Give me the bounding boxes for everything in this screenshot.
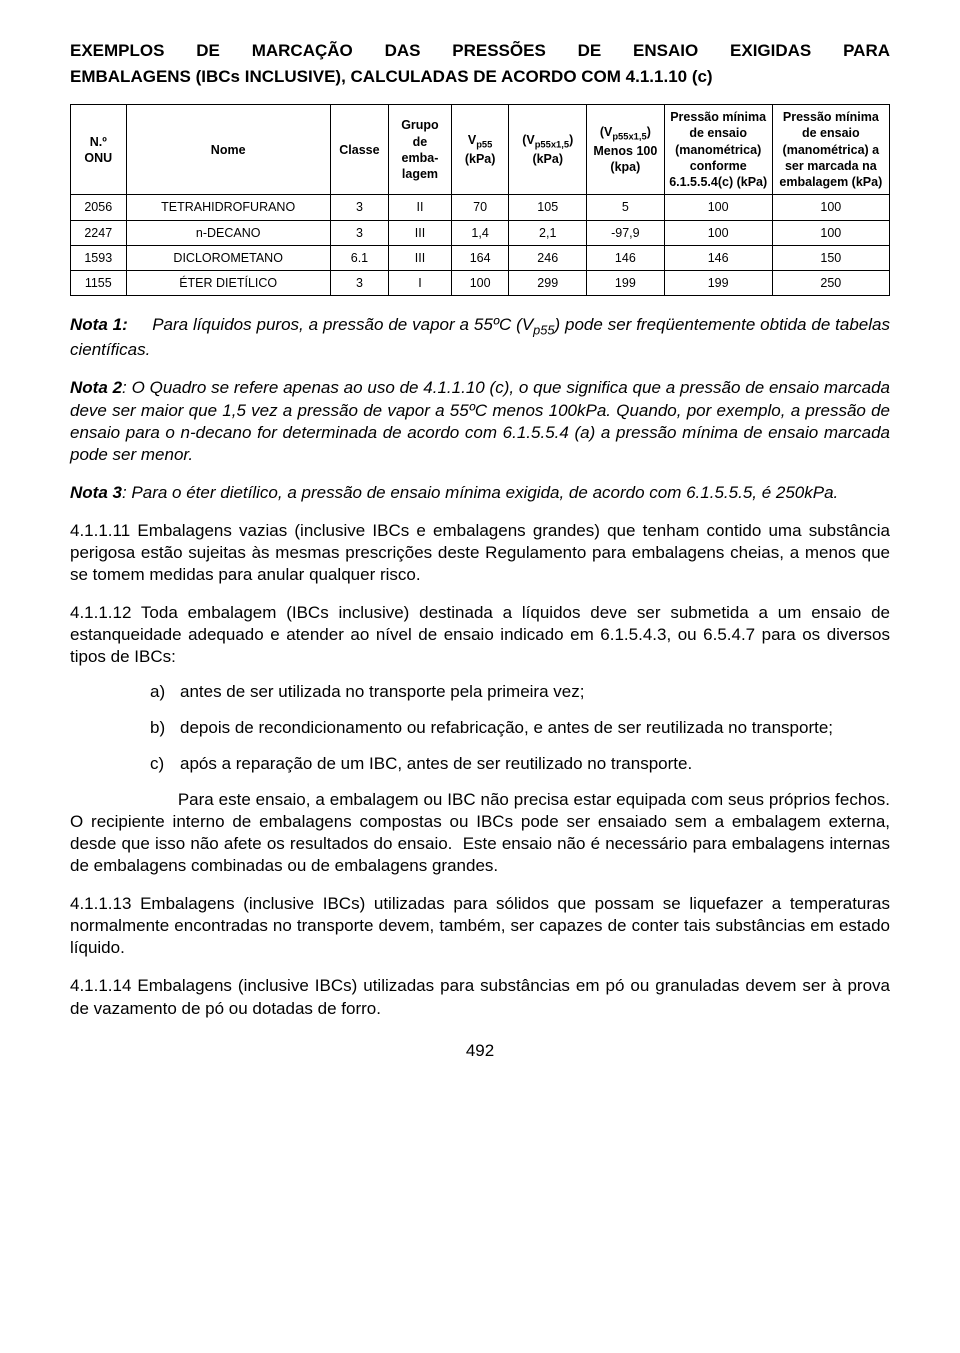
vp55m-pre: (V <box>600 125 613 139</box>
nota-1: Nota 1: Para líquidos puros, a pressão d… <box>70 314 890 361</box>
cell: 146 <box>587 245 665 270</box>
para-after-list: Para este ensaio, a embalagem ou IBC não… <box>70 789 890 877</box>
cell: 2056 <box>71 195 127 220</box>
col-grupo: Grupo de emba-lagem <box>389 105 452 195</box>
cell: III <box>389 245 452 270</box>
vp55m-sub: p55x1,5 <box>612 132 646 142</box>
nota1-sub: p55 <box>533 323 554 338</box>
pressure-table: N.º ONU Nome Classe Grupo de emba-lagem … <box>70 104 890 296</box>
table-row: 1593 DICLOROMETANO 6.1 III 164 246 146 1… <box>71 245 890 270</box>
nota2-text: : O Quadro se refere apenas ao uso de 4.… <box>70 378 890 463</box>
list-text: depois de recondicionamento ou refabrica… <box>180 717 890 739</box>
cell: II <box>389 195 452 220</box>
cell: 100 <box>451 271 509 296</box>
nota-3: Nota 3: Para o éter dietílico, a pressão… <box>70 482 890 504</box>
cell: -97,9 <box>587 220 665 245</box>
table-header-row: N.º ONU Nome Classe Grupo de emba-lagem … <box>71 105 890 195</box>
vp55-sub: p55 <box>476 140 492 150</box>
page-number: 492 <box>70 1040 890 1062</box>
cell: 146 <box>664 245 772 270</box>
list-letter: a) <box>70 681 180 703</box>
cell: 105 <box>509 195 587 220</box>
vp55-pre: V <box>468 133 476 147</box>
list-letter: c) <box>70 753 180 775</box>
list-4-1-1-12: a) antes de ser utilizada no transporte … <box>70 681 890 775</box>
cell: 3 <box>330 195 388 220</box>
col-press-min-marc: Pressão mínima de ensaio (manométrica) a… <box>772 105 889 195</box>
cell: 5 <box>587 195 665 220</box>
cell: DICLOROMETANO <box>126 245 330 270</box>
section-heading-line2: EMBALAGENS (IBCs INCLUSIVE), CALCULADAS … <box>70 66 890 88</box>
list-letter: b) <box>70 717 180 739</box>
cell: 2,1 <box>509 220 587 245</box>
table-row: 2056 TETRAHIDROFURANO 3 II 70 105 5 100 … <box>71 195 890 220</box>
list-text: após a reparação de um IBC, antes de ser… <box>180 753 890 775</box>
cell: 1155 <box>71 271 127 296</box>
cell: TETRAHIDROFURANO <box>126 195 330 220</box>
cell: 199 <box>664 271 772 296</box>
para-4-1-1-13: 4.1.1.13 Embalagens (inclusive IBCs) uti… <box>70 893 890 959</box>
cell: 150 <box>772 245 889 270</box>
table-row: 2247 n-DECANO 3 III 1,4 2,1 -97,9 100 10… <box>71 220 890 245</box>
cell: III <box>389 220 452 245</box>
cell: 164 <box>451 245 509 270</box>
list-text: antes de ser utilizada no transporte pel… <box>180 681 890 703</box>
cell: 70 <box>451 195 509 220</box>
cell: 246 <box>509 245 587 270</box>
cell: 3 <box>330 271 388 296</box>
col-nome: Nome <box>126 105 330 195</box>
vp55x15-pre: (V <box>522 133 535 147</box>
list-item-a: a) antes de ser utilizada no transporte … <box>70 681 890 703</box>
table-row: 1155 ÉTER DIETÍLICO 3 I 100 299 199 199 … <box>71 271 890 296</box>
list-item-c: c) após a reparação de um IBC, antes de … <box>70 753 890 775</box>
cell: 250 <box>772 271 889 296</box>
cell: I <box>389 271 452 296</box>
cell: 6.1 <box>330 245 388 270</box>
col-vp55: Vp55 (kPa) <box>451 105 509 195</box>
para-4-1-1-12: 4.1.1.12 Toda embalagem (IBCs inclusive)… <box>70 602 890 668</box>
col-press-min-conf: Pressão mínima de ensaio (manométrica) c… <box>664 105 772 195</box>
nota1-label: Nota 1: <box>70 315 128 334</box>
nota1-pre: Para líquidos puros, a pressão de vapor … <box>152 315 533 334</box>
cell: ÉTER DIETÍLICO <box>126 271 330 296</box>
cell: 1,4 <box>451 220 509 245</box>
col-onu: N.º ONU <box>71 105 127 195</box>
cell: 100 <box>772 195 889 220</box>
col-vp55x15: (Vp55x1,5) (kPa) <box>509 105 587 195</box>
vp55-post: (kPa) <box>465 152 496 166</box>
cell: 299 <box>509 271 587 296</box>
cell: 2247 <box>71 220 127 245</box>
cell: 100 <box>664 220 772 245</box>
cell: 100 <box>772 220 889 245</box>
cell: n-DECANO <box>126 220 330 245</box>
cell: 3 <box>330 220 388 245</box>
document-page: EXEMPLOS DE MARCAÇÃO DAS PRESSÕES DE ENS… <box>0 0 960 1102</box>
para-4-1-1-14: 4.1.1.14 Embalagens (inclusive IBCs) uti… <box>70 975 890 1019</box>
list-item-b: b) depois de recondicionamento ou refabr… <box>70 717 890 739</box>
nota2-label: Nota 2 <box>70 378 122 397</box>
col-vp55menos: (Vp55x1,5) Menos 100 (kpa) <box>587 105 665 195</box>
cell: 1593 <box>71 245 127 270</box>
para-4-1-1-11: 4.1.1.11 Embalagens vazias (inclusive IB… <box>70 520 890 586</box>
cell: 199 <box>587 271 665 296</box>
nota3-label: Nota 3 <box>70 483 122 502</box>
vp55x15-sub: p55x1,5 <box>535 140 569 150</box>
cell: 100 <box>664 195 772 220</box>
section-heading-line1: EXEMPLOS DE MARCAÇÃO DAS PRESSÕES DE ENS… <box>70 40 890 62</box>
nota3-text: : Para o éter dietílico, a pressão de en… <box>122 483 838 502</box>
nota-2: Nota 2: O Quadro se refere apenas ao uso… <box>70 377 890 465</box>
col-classe: Classe <box>330 105 388 195</box>
